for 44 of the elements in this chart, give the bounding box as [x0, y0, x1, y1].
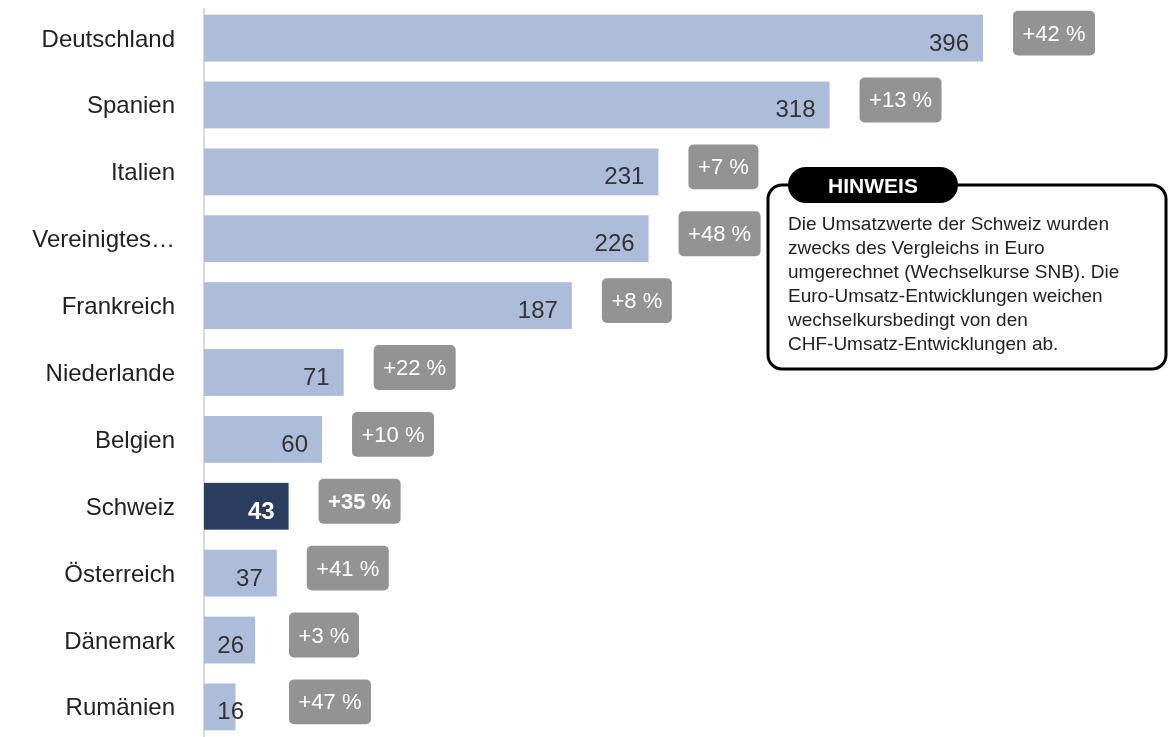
bar	[204, 349, 344, 396]
annotation: +22 %	[383, 355, 447, 380]
annotation: +47 %	[298, 689, 362, 715]
bar	[204, 148, 659, 196]
data-label: 226	[594, 229, 635, 257]
data-label: 71	[302, 363, 330, 390]
annotation: +41 %	[316, 555, 380, 581]
data-label: 16	[217, 697, 244, 725]
bar	[204, 81, 830, 129]
annotation: +8 %	[611, 288, 663, 314]
bar	[204, 482, 289, 530]
data-label: 43	[247, 496, 275, 524]
bar	[204, 549, 277, 597]
y-tick-label: Dänemark	[64, 626, 176, 654]
annotation: +48 %	[688, 221, 752, 247]
data-label: 231	[604, 162, 645, 190]
bar	[204, 282, 572, 330]
y-tick-label: Belgien	[94, 425, 175, 453]
y-tick-label: Spanien	[86, 91, 175, 119]
data-label: 318	[775, 95, 816, 123]
y-tick-label: Niederlande	[45, 359, 175, 386]
data-label: 60	[281, 429, 309, 457]
y-tick-label: Vereinigtes…	[32, 225, 175, 253]
annotation: +10 %	[361, 421, 425, 447]
data-label: 187	[517, 296, 558, 324]
y-tick-label: Rumänien	[65, 693, 175, 721]
text: +42 %	[1022, 20, 1086, 46]
annotation: +3 %	[298, 622, 350, 648]
annotation: +13 %	[869, 87, 933, 113]
bar	[204, 14, 983, 62]
bar	[204, 415, 323, 463]
y-tick-label: Italien	[110, 158, 175, 186]
y-tick-label: Schweiz	[85, 492, 175, 520]
annotation: +35 %	[328, 488, 392, 514]
y-tick-label: Deutschland	[41, 24, 175, 52]
y-tick-label: Österreich	[64, 559, 175, 587]
annotation: HINWEIS	[828, 173, 918, 197]
data-label: 396	[928, 28, 969, 56]
annotation: Die Umsatzwerte der Schweiz wurden zwecks des Vergleichs in Euro umgerechnet (Wechselkurse SNB). Die Euro-Umsatz-Entwicklungen weichen wechselkursbedingt von den CHF-Umsatz-Entwicklungen ab.	[787, 213, 1120, 354]
data-label: 37	[236, 563, 263, 591]
annotation: +7 %	[698, 154, 749, 180]
data-label: 26	[217, 630, 244, 658]
y-tick-label: Frankreich	[61, 292, 175, 320]
bar	[204, 215, 649, 263]
